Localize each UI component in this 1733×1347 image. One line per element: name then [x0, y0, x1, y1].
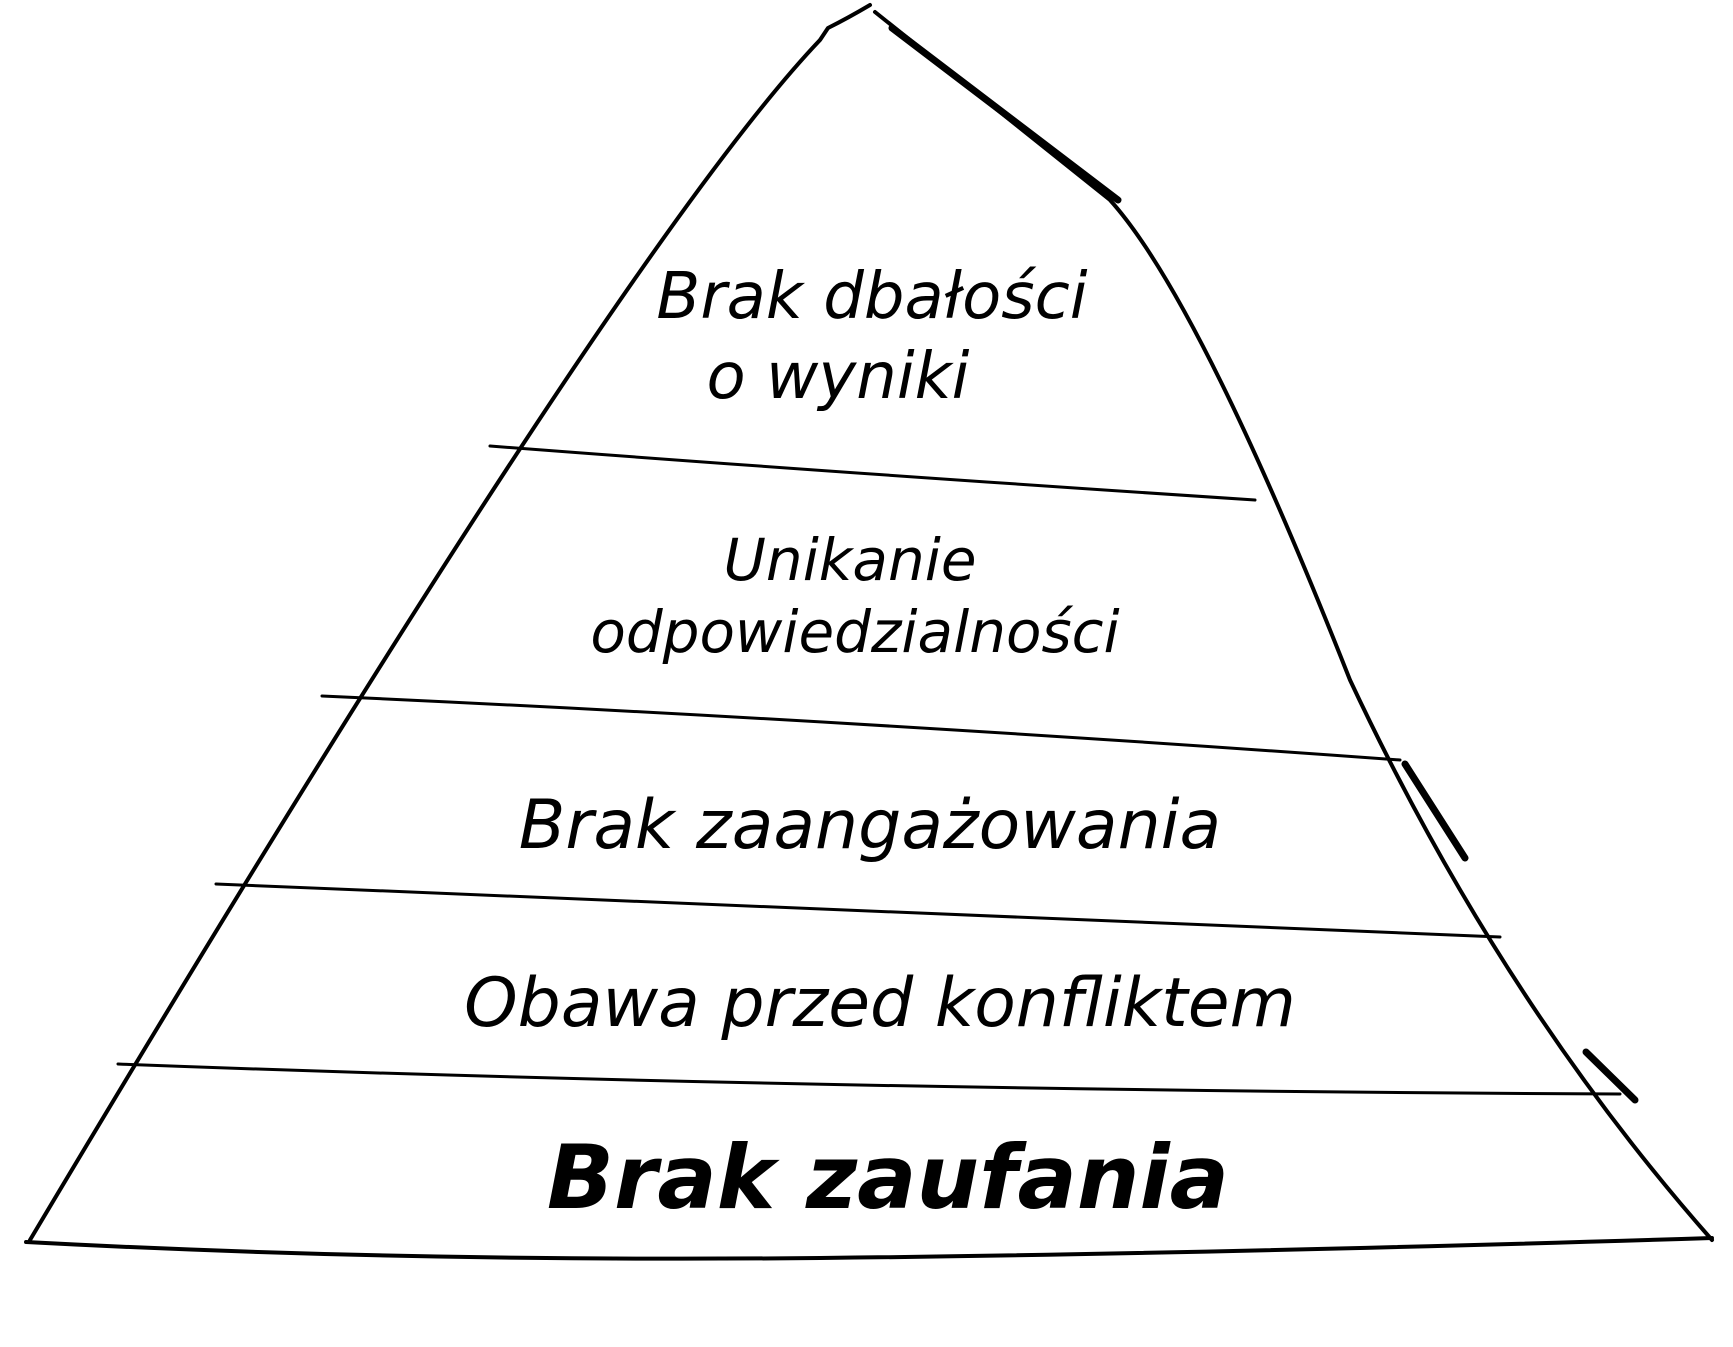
- level-2-line-1: Obawa przed konfliktem: [464, 964, 1296, 1043]
- level-3-label: Brak zaangażowania: [519, 786, 1221, 865]
- level-4-line-2: odpowiedzialności: [590, 598, 1119, 666]
- divider-3-2: [214, 882, 1502, 939]
- level-2-label: Obawa przed konfliktem: [464, 964, 1296, 1043]
- divider-2-1: [116, 1062, 1622, 1096]
- divider-4-3: [320, 694, 1402, 762]
- level-1-line-1: Brak zaufania: [547, 1126, 1229, 1229]
- level-3-line-1: Brak zaangażowania: [519, 786, 1221, 865]
- pyramid-left-edge: [28, 3, 872, 1242]
- pyramid-base: [24, 1236, 1714, 1261]
- level-5-line-1: Brak dbałości: [656, 260, 1087, 334]
- level-5-label: Brak dbałości o wyniki: [656, 260, 1087, 414]
- level-1-label: Brak zaufania: [547, 1126, 1229, 1229]
- level-5-line-2: o wyniki: [707, 340, 970, 414]
- level-4-line-1: Unikanie: [723, 526, 976, 594]
- level-4-label: Unikanie odpowiedzialności: [590, 526, 1119, 666]
- pyramid-right-edge-emphasis: [888, 24, 1639, 1104]
- pyramid-right-edge: [873, 10, 1714, 1242]
- divider-5-4: [488, 444, 1257, 502]
